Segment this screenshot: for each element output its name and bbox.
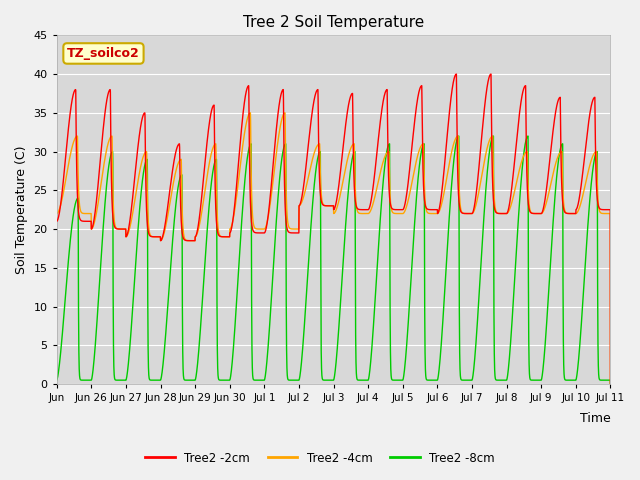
Tree2 -2cm	[53, 218, 61, 224]
Tree2 -8cm	[524, 133, 532, 139]
Tree2 -8cm	[607, 381, 614, 387]
Legend: Tree2 -2cm, Tree2 -4cm, Tree2 -8cm: Tree2 -2cm, Tree2 -4cm, Tree2 -8cm	[141, 447, 499, 469]
Tree2 -2cm	[487, 71, 495, 77]
Line: Tree2 -4cm: Tree2 -4cm	[57, 113, 611, 384]
Tree2 -2cm	[489, 183, 497, 189]
Tree2 -4cm	[454, 133, 461, 139]
Tree2 -8cm	[166, 271, 174, 277]
Tree2 -8cm	[404, 317, 412, 323]
Y-axis label: Soil Temperature (C): Soil Temperature (C)	[15, 145, 28, 274]
Text: TZ_soilco2: TZ_soilco2	[67, 47, 140, 60]
Tree2 -4cm	[53, 211, 61, 216]
Tree2 -4cm	[281, 110, 289, 116]
Title: Tree 2 Soil Temperature: Tree 2 Soil Temperature	[243, 15, 424, 30]
Tree2 -4cm	[522, 149, 530, 155]
Tree2 -2cm	[404, 178, 412, 183]
Tree2 -2cm	[166, 186, 174, 192]
Tree2 -4cm	[166, 199, 174, 205]
Tree2 -4cm	[489, 133, 497, 139]
Tree2 -8cm	[489, 134, 497, 140]
Tree2 -2cm	[607, 381, 614, 387]
Tree2 -8cm	[522, 138, 530, 144]
Tree2 -2cm	[522, 117, 530, 122]
Tree2 -4cm	[607, 381, 614, 387]
Tree2 -2cm	[453, 147, 461, 153]
Line: Tree2 -8cm: Tree2 -8cm	[57, 136, 611, 384]
Tree2 -8cm	[453, 136, 461, 142]
Tree2 -4cm	[404, 196, 412, 202]
Tree2 -2cm	[600, 207, 608, 213]
Tree2 -8cm	[600, 377, 608, 383]
X-axis label: Time: Time	[580, 412, 611, 425]
Tree2 -4cm	[600, 211, 608, 216]
Line: Tree2 -2cm: Tree2 -2cm	[57, 74, 611, 384]
Tree2 -8cm	[53, 377, 61, 383]
